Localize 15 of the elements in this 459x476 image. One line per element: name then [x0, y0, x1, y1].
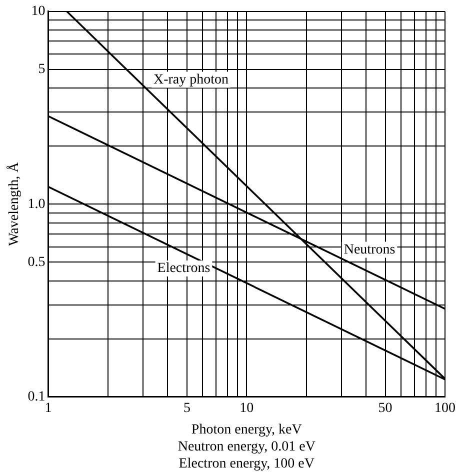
y-tick-label: 0.1 — [28, 389, 46, 404]
y-tick-label: 10 — [31, 4, 46, 20]
y-tick-label: 0.5 — [28, 254, 46, 270]
x-tick-label: 10 — [240, 400, 254, 416]
x-tick-label: 50 — [378, 400, 392, 416]
x-tick-label: 1 — [44, 400, 52, 416]
series-label: Electrons — [157, 261, 210, 276]
y-tick-label: 1.0 — [28, 196, 46, 212]
series-label: X-ray photon — [153, 72, 229, 88]
x-tick-label: 100 — [434, 400, 456, 416]
y-tick-label: 5 — [38, 62, 46, 78]
series-label: Neutrons — [344, 242, 396, 258]
x-tick-label: 5 — [183, 400, 190, 416]
y-axis-title: Wavelength, Å — [6, 161, 22, 246]
x-axis-title: Photon energy, keV Neutron energy, 0.01 eV Electron energy, 100 eV — [178, 422, 316, 472]
